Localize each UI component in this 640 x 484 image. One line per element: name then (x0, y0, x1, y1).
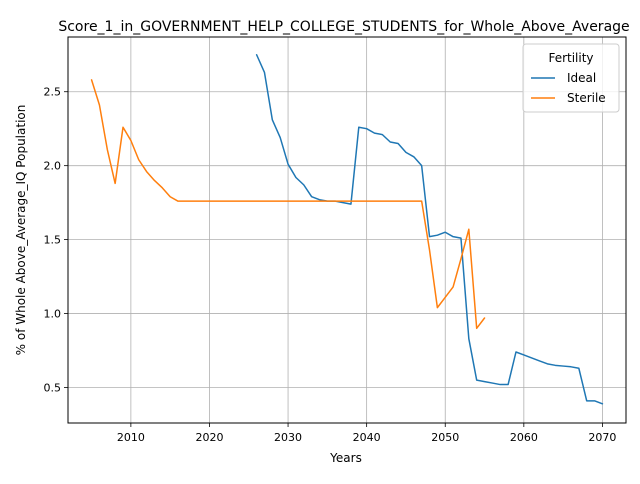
plot-area-frame (67, 36, 627, 424)
series-line-ideal (255, 54, 604, 405)
legend-label-ideal: Ideal (567, 71, 596, 85)
x-tick-label: 2070 (588, 431, 616, 444)
legend: Fertility Ideal Sterile (522, 43, 620, 113)
legend-label-sterile: Sterile (567, 91, 606, 105)
y-axis-label: % of Whole Above_Average_IQ Population (14, 105, 28, 356)
x-tick-label: 2050 (431, 431, 459, 444)
x-axis-ticks: 2010 2020 2030 2040 2050 2060 2070 (117, 423, 616, 444)
x-tick-label: 2010 (117, 431, 145, 444)
series-line-sterile (90, 79, 486, 330)
y-axis-ticks: 0.5 1.0 1.5 2.0 2.5 (44, 86, 68, 395)
legend-title: Fertility (548, 51, 593, 65)
x-tick-label: 2020 (195, 431, 223, 444)
legend-box (522, 43, 620, 113)
x-tick-label: 2060 (510, 431, 538, 444)
grid (68, 37, 626, 423)
y-tick-label: 1.5 (44, 234, 62, 247)
chart-title: Score_1_in_GOVERNMENT_HELP_COLLEGE_STUDE… (58, 19, 629, 35)
y-tick-label: 2.0 (44, 160, 62, 173)
y-tick-label: 0.5 (44, 382, 62, 395)
y-tick-label: 2.5 (44, 86, 62, 99)
x-tick-label: 2030 (274, 431, 302, 444)
y-tick-label: 1.0 (44, 308, 62, 321)
x-axis-label: Years (329, 451, 362, 465)
x-tick-label: 2040 (353, 431, 381, 444)
series-lines (90, 54, 604, 405)
